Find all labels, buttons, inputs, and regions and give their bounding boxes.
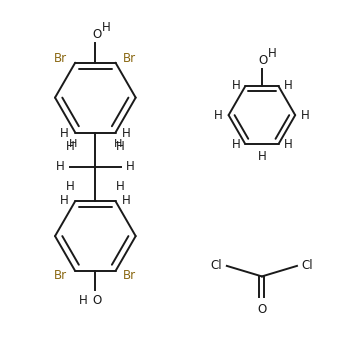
Text: H: H [56,160,64,173]
Text: H: H [232,79,240,92]
Text: H: H [60,127,69,140]
Text: H: H [122,127,131,140]
Text: H: H [66,180,75,193]
Text: H: H [214,109,223,122]
Text: H: H [122,194,131,207]
Text: H: H [283,79,292,92]
Text: Br: Br [123,269,136,282]
Text: H: H [268,48,277,60]
Text: O: O [92,28,101,41]
Text: H: H [258,150,266,163]
Text: Cl: Cl [210,259,222,272]
Text: H: H [126,160,135,173]
Text: H: H [79,294,88,307]
Text: H: H [116,180,125,193]
Text: H: H [113,139,122,149]
Text: H: H [60,194,69,207]
Text: H: H [301,109,309,122]
Text: H: H [232,138,240,151]
Text: O: O [92,294,101,307]
Text: Br: Br [54,269,68,282]
Text: Br: Br [123,52,136,65]
Text: H: H [102,21,111,33]
Text: Cl: Cl [302,259,314,272]
Text: H: H [116,140,125,153]
Text: O: O [258,54,268,67]
Text: H: H [66,140,75,153]
Text: Br: Br [54,52,68,65]
Text: H: H [69,139,77,149]
Text: H: H [283,138,292,151]
Text: O: O [257,303,266,316]
